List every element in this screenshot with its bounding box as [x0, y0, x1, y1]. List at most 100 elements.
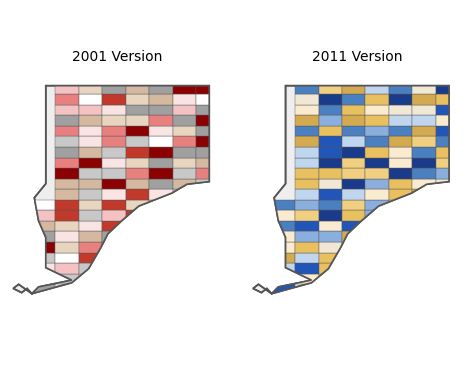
Bar: [295, 168, 319, 179]
Bar: [79, 126, 102, 137]
Bar: [173, 263, 196, 274]
Bar: [365, 253, 389, 263]
Bar: [436, 179, 459, 189]
Bar: [319, 274, 342, 284]
Bar: [173, 126, 196, 137]
Bar: [436, 274, 459, 284]
Polygon shape: [253, 86, 449, 294]
Bar: [365, 105, 389, 115]
Bar: [295, 147, 319, 157]
Bar: [389, 263, 412, 274]
Bar: [319, 137, 342, 147]
Bar: [32, 221, 55, 231]
Bar: [412, 210, 436, 221]
Bar: [32, 284, 55, 295]
Bar: [295, 189, 319, 200]
Bar: [412, 253, 436, 263]
Bar: [295, 210, 319, 221]
Bar: [412, 137, 436, 147]
Bar: [55, 231, 79, 242]
Bar: [32, 253, 55, 263]
Bar: [55, 242, 79, 253]
Bar: [319, 168, 342, 179]
Bar: [126, 126, 149, 137]
Bar: [412, 126, 436, 137]
Bar: [412, 105, 436, 115]
Bar: [248, 210, 272, 221]
Bar: [389, 168, 412, 179]
Bar: [102, 189, 126, 200]
Bar: [342, 105, 365, 115]
Bar: [342, 137, 365, 147]
Bar: [389, 147, 412, 157]
Bar: [272, 274, 295, 284]
Bar: [102, 94, 126, 105]
Bar: [149, 274, 173, 284]
Bar: [412, 189, 436, 200]
Bar: [342, 168, 365, 179]
Bar: [319, 94, 342, 105]
Bar: [196, 157, 219, 168]
Title: 2001 Version: 2001 Version: [72, 50, 162, 64]
Bar: [102, 221, 126, 231]
Bar: [102, 263, 126, 274]
Bar: [126, 231, 149, 242]
Bar: [295, 179, 319, 189]
Bar: [79, 94, 102, 105]
Bar: [295, 274, 319, 284]
Bar: [102, 200, 126, 210]
Bar: [79, 189, 102, 200]
Bar: [342, 157, 365, 168]
Bar: [173, 137, 196, 147]
Bar: [196, 274, 219, 284]
Bar: [149, 94, 173, 105]
Polygon shape: [13, 86, 209, 294]
Bar: [196, 179, 219, 189]
Bar: [196, 115, 219, 126]
Bar: [412, 157, 436, 168]
Bar: [79, 84, 102, 94]
Bar: [102, 157, 126, 168]
Bar: [436, 157, 459, 168]
Bar: [102, 253, 126, 263]
Bar: [272, 242, 295, 253]
Bar: [342, 242, 365, 253]
Bar: [389, 137, 412, 147]
Bar: [389, 157, 412, 168]
Bar: [196, 263, 219, 274]
Bar: [102, 115, 126, 126]
Bar: [79, 168, 102, 179]
Bar: [365, 242, 389, 253]
Bar: [295, 105, 319, 115]
Bar: [126, 137, 149, 147]
Bar: [342, 231, 365, 242]
Bar: [295, 137, 319, 147]
Bar: [102, 105, 126, 115]
Bar: [272, 284, 295, 295]
Bar: [32, 263, 55, 274]
Bar: [412, 242, 436, 253]
Bar: [79, 157, 102, 168]
Bar: [173, 179, 196, 189]
Bar: [126, 200, 149, 210]
Bar: [79, 137, 102, 147]
Bar: [126, 189, 149, 200]
Bar: [196, 147, 219, 157]
Bar: [149, 105, 173, 115]
Bar: [173, 231, 196, 242]
Bar: [149, 210, 173, 221]
Bar: [436, 126, 459, 137]
Bar: [365, 126, 389, 137]
Bar: [319, 157, 342, 168]
Bar: [319, 231, 342, 242]
Bar: [55, 157, 79, 168]
Bar: [389, 189, 412, 200]
Bar: [126, 274, 149, 284]
Bar: [173, 200, 196, 210]
Bar: [55, 189, 79, 200]
Bar: [365, 263, 389, 274]
Bar: [55, 200, 79, 210]
Bar: [295, 84, 319, 94]
Bar: [126, 84, 149, 94]
Bar: [149, 263, 173, 274]
